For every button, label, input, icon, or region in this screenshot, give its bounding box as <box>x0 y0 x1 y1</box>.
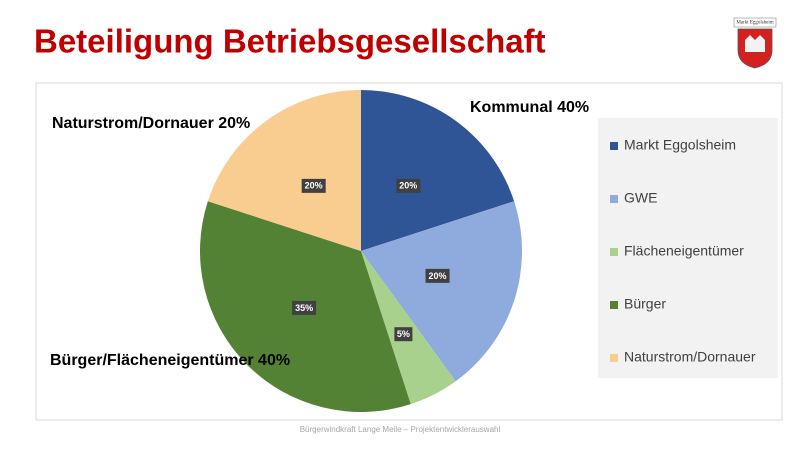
annotation: Naturstrom/Dornauer 20% <box>52 115 250 132</box>
legend-swatch <box>610 142 618 150</box>
legend-label: GWE <box>624 190 657 206</box>
data-label: 20% <box>399 181 417 191</box>
legend-label: Naturstrom/Dornauer <box>624 349 756 365</box>
pie-slice <box>361 90 515 251</box>
data-label: 35% <box>295 303 313 313</box>
data-label-box <box>301 178 326 193</box>
logo: Markt Eggolsheim <box>733 17 777 69</box>
legend-label: Flächeneigentümer <box>624 243 744 259</box>
pie-slice <box>207 90 361 251</box>
legend-swatch <box>610 195 618 203</box>
logo-banner <box>733 17 777 28</box>
data-label-box <box>394 327 413 342</box>
data-label-box <box>292 300 317 315</box>
slide-title: Beteiligung Betriebsgesellschaft <box>34 23 546 60</box>
data-label: 20% <box>305 181 323 191</box>
legend-label: Bürger <box>624 296 666 312</box>
logo-church <box>745 35 765 52</box>
legend-box <box>598 118 778 378</box>
logo-text: Markt Eggolsheim <box>736 21 773 26</box>
pie-slice <box>361 201 522 382</box>
data-label-box <box>425 268 450 283</box>
footer: Bürgerwindkraft Lange Meile – Projektent… <box>300 425 501 434</box>
chart-frame <box>35 82 783 421</box>
legend-swatch <box>610 301 618 309</box>
data-label: 5% <box>397 329 410 339</box>
legend-swatch <box>610 354 618 362</box>
data-label-box <box>396 178 421 193</box>
annotation: Bürger/Flächeneigentümer 40% <box>50 352 290 369</box>
legend-swatch <box>610 248 618 256</box>
annotation: Kommunal 40% <box>470 99 589 116</box>
legend-label: Markt Eggolsheim <box>624 137 736 153</box>
data-label: 20% <box>429 271 447 281</box>
